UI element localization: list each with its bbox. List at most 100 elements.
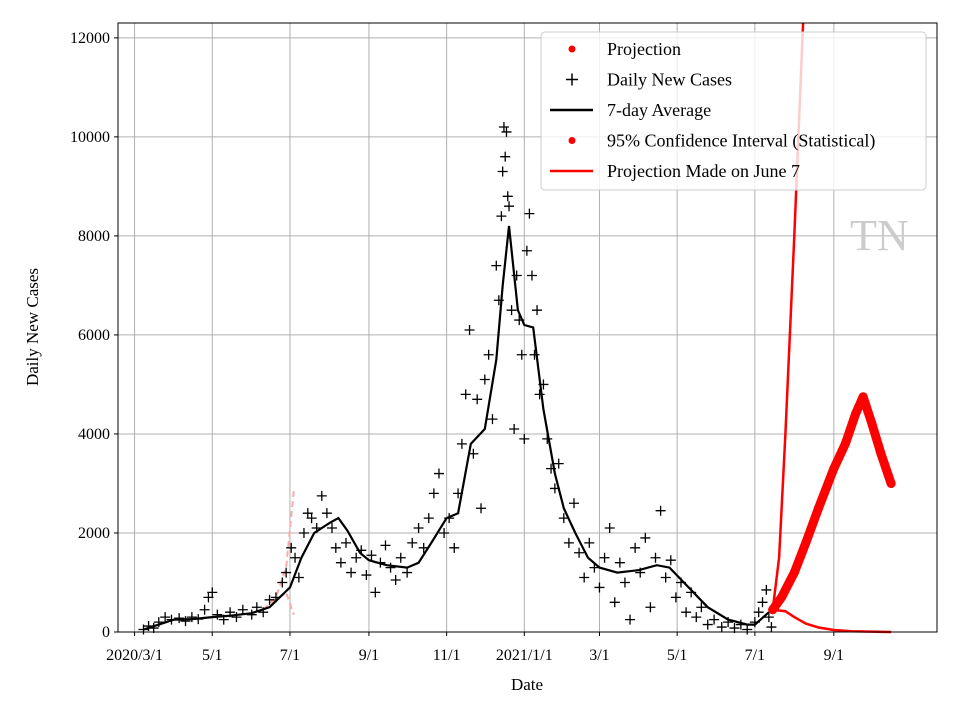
legend-label: 95% Confidence Interval (Statistical) [607,131,875,152]
projection-point [850,409,860,419]
daily-cases-point [655,505,666,516]
daily-cases-point [670,592,681,603]
daily-cases-point [763,612,774,623]
daily-cases-point [351,552,362,563]
x-tick-label: 2020/3/1 [106,647,163,664]
x-tick-label: 9/1 [359,647,379,664]
daily-cases-point [501,126,512,137]
daily-cases-point [630,542,641,553]
daily-cases-point [594,582,605,593]
projection-point [876,449,886,459]
daily-cases-point [370,587,381,598]
daily-cases-point [366,550,377,561]
projection-point [886,478,896,488]
daily-cases-point [231,612,242,623]
daily-cases-point [428,488,439,499]
x-tick-label: 5/1 [202,647,222,664]
daily-cases-point [504,201,515,212]
daily-cases-point [516,349,527,360]
daily-cases-point [335,557,346,568]
daily-cases-point [449,542,460,553]
daily-cases-point [640,532,651,543]
projection-point [840,439,850,449]
daily-cases-point [491,260,502,271]
daily-cases-point [619,577,630,588]
daily-cases-point [645,602,656,613]
legend-label: Projection [607,39,681,59]
daily-cases-point [599,552,610,563]
plot-marks [138,23,896,635]
daily-cases-point [395,552,406,563]
daily-cases-point [681,607,692,618]
daily-cases-point [180,616,191,627]
daily-cases-point [456,438,467,449]
y-tick-label: 10000 [70,129,110,146]
plot-frame [117,22,938,633]
watermark: TN [850,211,909,260]
daily-cases-point [439,527,450,538]
daily-cases-point [532,305,543,316]
daily-cases-point [604,523,615,534]
legend-label: Projection Made on June 7 [607,161,800,181]
daily-cases-point [174,613,185,624]
daily-cases-point [316,490,327,501]
y-tick-label: 0 [102,624,110,641]
daily-cases-point [212,609,223,620]
daily-cases-point [625,614,636,625]
daily-cases-point [742,624,753,635]
daily-cases-point [716,622,727,633]
daily-cases-point [385,562,396,573]
legend-dot-icon [568,137,576,144]
daily-cases-point [563,537,574,548]
earlier-projection-lower-line [262,590,295,616]
daily-cases-point [460,389,471,400]
projection-point [829,464,839,474]
daily-cases-point [487,414,498,425]
daily-cases-point [702,619,713,630]
daily-cases-point [321,508,332,519]
legend-label: 7-day Average [607,100,711,120]
x-tick-label: 5/1 [667,647,687,664]
daily-cases-point [609,597,620,608]
projection-point [777,592,787,602]
x-tick-label: 7/1 [745,647,765,664]
daily-cases-point [326,523,337,534]
x-tick-label: 11/1 [433,647,461,664]
daily-cases-point [433,468,444,479]
daily-cases-point [665,555,676,566]
projection-point [814,503,824,513]
daily-cases-point [696,602,707,613]
x-tick-label: 2021/1/1 [496,647,553,664]
daily-cases-point [281,567,292,578]
projection-point [768,605,778,615]
daily-cases-point [483,349,494,360]
x-tick-label: 9/1 [824,647,844,664]
daily-cases-point [496,211,507,222]
daily-cases-point [277,577,288,588]
ci-lower-line [772,608,892,634]
daily-cases-point [264,594,275,605]
daily-cases-point [519,433,530,444]
legend-label: Daily New Cases [607,70,732,90]
projection-line [768,392,896,615]
daily-cases-point [380,540,391,551]
daily-cases-point [423,513,434,524]
daily-cases-point [579,572,590,583]
projection-point [789,568,799,578]
daily-cases-point [479,374,490,385]
daily-cases-point [729,623,740,634]
daily-cases-point [293,572,304,583]
daily-cases-point [476,503,487,514]
daily-cases-point [766,622,777,633]
y-tick-label: 12000 [70,30,110,47]
daily-cases-point [464,324,475,335]
daily-cases-point [306,513,317,524]
y-axis-label: Daily New Cases [23,268,42,386]
projection-point [858,392,868,402]
daily-cases-point [558,513,569,524]
daily-cases-point [199,604,210,615]
daily-cases-point [472,394,483,405]
daily-cases-point [290,552,301,563]
daily-cases-point [506,305,517,316]
daily-cases-point [286,542,297,553]
